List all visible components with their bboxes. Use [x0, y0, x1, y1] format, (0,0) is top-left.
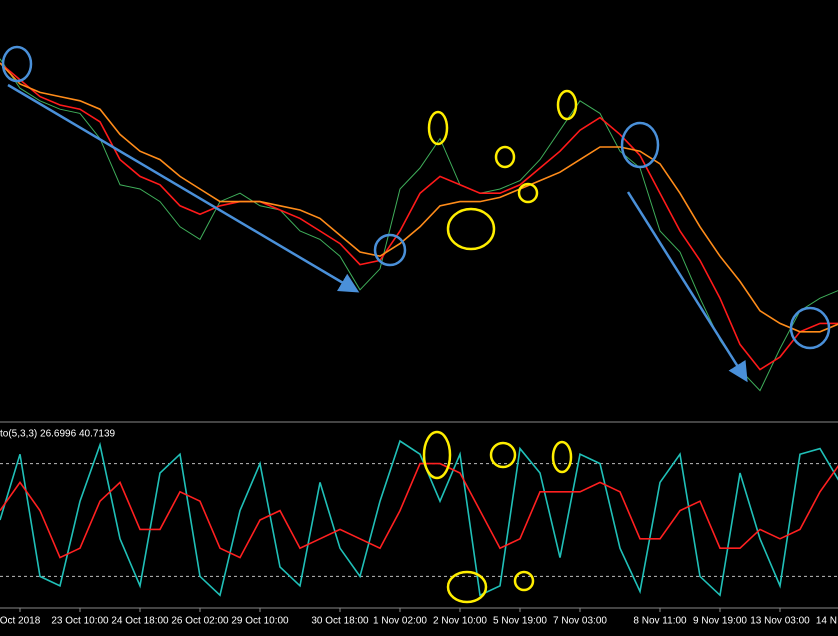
x-tick-label: 9 Nov 19:00	[693, 616, 747, 627]
marks: Oct 2018 23 Oct 10:00 24 Oct 18:00 26 Oct 0…	[0, 58, 838, 627]
blue-circle	[789, 306, 831, 350]
x-tick-label: 2 Nov 10:00	[433, 616, 487, 627]
trend-arrow	[7, 83, 360, 293]
series-line	[0, 62, 838, 371]
yellow-circle	[489, 441, 517, 469]
yellow-circle	[517, 182, 539, 204]
x-tick-label: 29 Oct 10:00	[231, 616, 289, 627]
yellow-circle	[556, 89, 578, 121]
indicator-label: to(5,3,3) 26.6996 40.7139	[0, 429, 116, 440]
series-line	[0, 462, 838, 559]
yellow-circle	[494, 145, 516, 169]
x-tick-label: 7 Nov 03:00	[553, 616, 607, 627]
series-line	[0, 62, 838, 333]
trend-arrow	[626, 191, 748, 383]
series-line	[0, 439, 838, 597]
x-tick-label: 26 Oct 02:00	[171, 616, 229, 627]
blue-circle	[373, 233, 407, 267]
x-tick-label: 5 Nov 19:00	[493, 616, 547, 627]
x-tick-label: 30 Oct 18:00	[311, 616, 369, 627]
x-tick-label: 1 Nov 02:00	[373, 616, 427, 627]
annotations	[1, 45, 831, 604]
blue-circle	[1, 45, 33, 83]
yellow-circle	[427, 110, 449, 146]
series-line	[0, 58, 838, 392]
x-tick-label: 23 Oct 10:00	[51, 616, 109, 627]
yellow-circle	[446, 207, 496, 251]
x-tick-label: 14 N	[816, 616, 837, 627]
x-tick-label: 8 Nov 11:00	[633, 616, 687, 627]
yellow-circle	[446, 570, 488, 604]
yellow-circle	[551, 440, 573, 474]
x-tick-label: 13 Nov 03:00	[750, 616, 810, 627]
yellow-circle	[513, 570, 535, 592]
x-tick-label: Oct 2018	[0, 616, 41, 627]
yellow-circle	[422, 430, 452, 480]
x-tick-label: 24 Oct 18:00	[111, 616, 169, 627]
blue-circle	[620, 121, 660, 169]
